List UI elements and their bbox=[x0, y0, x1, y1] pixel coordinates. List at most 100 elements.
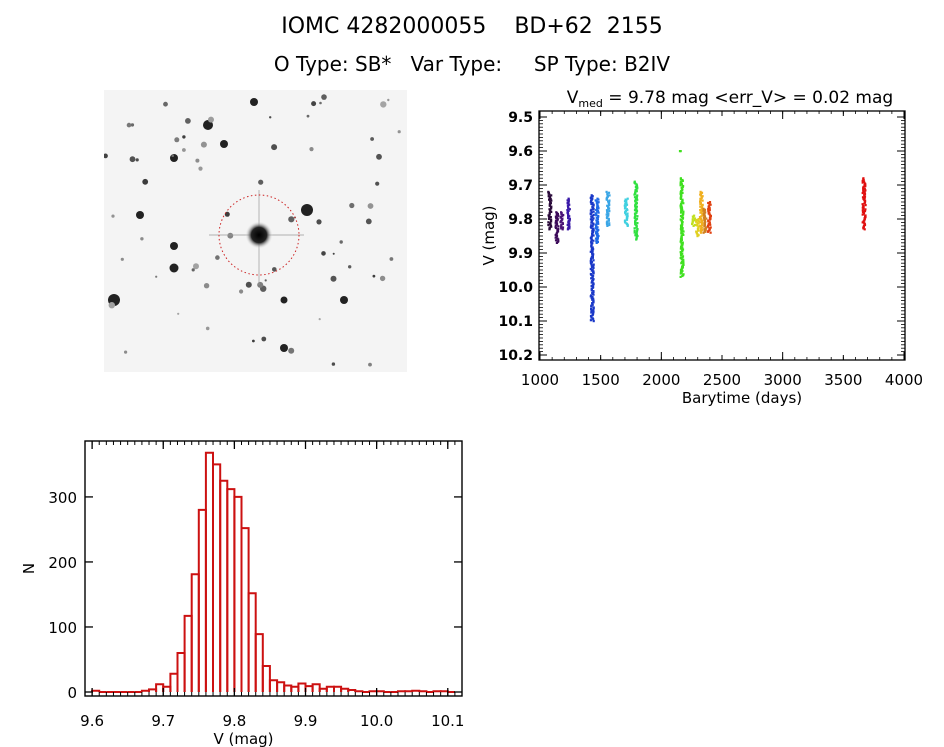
light-curve-point bbox=[626, 197, 629, 200]
light-curve-point bbox=[591, 314, 594, 317]
finder-star bbox=[140, 237, 144, 241]
light-curve-point bbox=[864, 185, 867, 188]
light-curve-point bbox=[863, 228, 866, 231]
light-curve-point bbox=[597, 207, 600, 210]
light-curve-point bbox=[706, 230, 709, 233]
finder-star bbox=[375, 181, 380, 186]
light-curve-point bbox=[679, 227, 682, 230]
light-curve-point bbox=[591, 211, 594, 214]
light-curve-point bbox=[591, 233, 594, 236]
light-curve-point bbox=[708, 218, 712, 221]
light-curve-point bbox=[681, 223, 684, 226]
light-curve-point bbox=[591, 225, 594, 228]
light-curve-point bbox=[679, 275, 682, 278]
light-curve-point bbox=[595, 241, 598, 244]
light-curve-point bbox=[592, 266, 595, 270]
light-curve-point bbox=[595, 200, 598, 203]
finder-star bbox=[120, 257, 124, 261]
light-curve-point bbox=[589, 209, 592, 212]
light-curve-point bbox=[704, 230, 707, 233]
histogram-bar bbox=[318, 687, 328, 692]
light-curve-point bbox=[590, 277, 593, 280]
light-curve-point bbox=[691, 218, 694, 221]
light-curve-point bbox=[607, 191, 611, 194]
histogram-bar bbox=[212, 463, 222, 692]
light-curve-point bbox=[606, 224, 609, 227]
light-curve-point bbox=[678, 150, 682, 153]
light-curve-point bbox=[591, 303, 594, 306]
finder-star bbox=[177, 312, 180, 315]
light-curve-point bbox=[596, 206, 599, 209]
light-curve-point bbox=[707, 225, 710, 228]
histogram-bar bbox=[176, 652, 186, 692]
light-curve-point bbox=[555, 241, 558, 244]
light-curve-point bbox=[699, 231, 703, 234]
light-curve-point bbox=[590, 241, 593, 244]
light-curve-point bbox=[590, 221, 593, 224]
light-curve-point bbox=[679, 190, 682, 194]
light-curve-point bbox=[608, 199, 611, 202]
light-curve-point bbox=[595, 232, 598, 235]
finder-star bbox=[280, 344, 288, 352]
light-curve-point bbox=[606, 193, 609, 196]
light-curve-point bbox=[592, 217, 595, 220]
light-curve-point bbox=[547, 221, 550, 224]
light-curve-point bbox=[699, 205, 702, 208]
light-curve-point bbox=[547, 195, 550, 198]
histogram-bar bbox=[411, 689, 421, 692]
light-curve-point bbox=[550, 199, 553, 202]
light-curve-point bbox=[708, 208, 711, 212]
light-curve-point bbox=[682, 233, 685, 236]
light-curve-point bbox=[864, 204, 867, 207]
light-curve-point bbox=[567, 207, 570, 210]
light-curve-point bbox=[605, 209, 609, 212]
finder-star bbox=[252, 339, 255, 343]
finder-star bbox=[257, 281, 264, 288]
light-curve-point bbox=[596, 218, 599, 221]
light-curve-point bbox=[708, 222, 711, 225]
light-curve-point bbox=[592, 307, 595, 310]
light-curve-point bbox=[594, 237, 598, 240]
histogram-bar bbox=[226, 488, 236, 692]
histogram-bar bbox=[340, 687, 350, 692]
light-curve-point bbox=[566, 223, 569, 226]
light-curve-point bbox=[863, 187, 866, 190]
light-curve-point bbox=[679, 251, 683, 254]
light-curve-point bbox=[679, 204, 682, 207]
light-curve-point bbox=[560, 213, 563, 216]
light-curve-point bbox=[589, 319, 592, 322]
light-curve-point bbox=[624, 211, 627, 214]
histogram-bar bbox=[91, 689, 101, 692]
finder-star bbox=[220, 140, 228, 148]
finder-star bbox=[245, 281, 252, 288]
light-curve-point bbox=[591, 256, 594, 259]
histogram-chart: 0 100 200 300 9.6 9.7 9.8 9.9 10.0 10.1 V (mag) N bbox=[20, 440, 464, 747]
light-curve-point bbox=[699, 211, 702, 214]
finder-star bbox=[227, 232, 234, 239]
light-curve-point bbox=[555, 226, 558, 230]
finder-star bbox=[191, 268, 195, 272]
light-curve-point bbox=[861, 221, 864, 224]
light-curve-point bbox=[681, 179, 684, 182]
light-curve-point bbox=[591, 214, 594, 217]
light-curve-point bbox=[635, 226, 638, 229]
light-curve-point bbox=[590, 238, 593, 241]
light-curve-point bbox=[679, 206, 682, 209]
light-curve-point bbox=[592, 207, 595, 211]
finder-star bbox=[198, 166, 203, 171]
light-curve-point bbox=[554, 224, 557, 227]
finder-star bbox=[321, 94, 327, 100]
target-circle bbox=[218, 194, 300, 276]
light-curve-point bbox=[695, 220, 698, 223]
light-curve-point bbox=[559, 225, 563, 228]
histogram-bar bbox=[432, 690, 442, 693]
finder-star bbox=[316, 219, 322, 225]
light-curve-point bbox=[636, 215, 639, 218]
light-curve-point bbox=[681, 185, 684, 188]
finder-star bbox=[130, 123, 135, 127]
y-tick-label: 9.8 bbox=[508, 212, 533, 228]
histogram-bar bbox=[397, 690, 407, 693]
x-tick-label: 1500 bbox=[582, 371, 620, 389]
finder-star bbox=[182, 148, 186, 152]
light-curve-point bbox=[635, 230, 639, 233]
